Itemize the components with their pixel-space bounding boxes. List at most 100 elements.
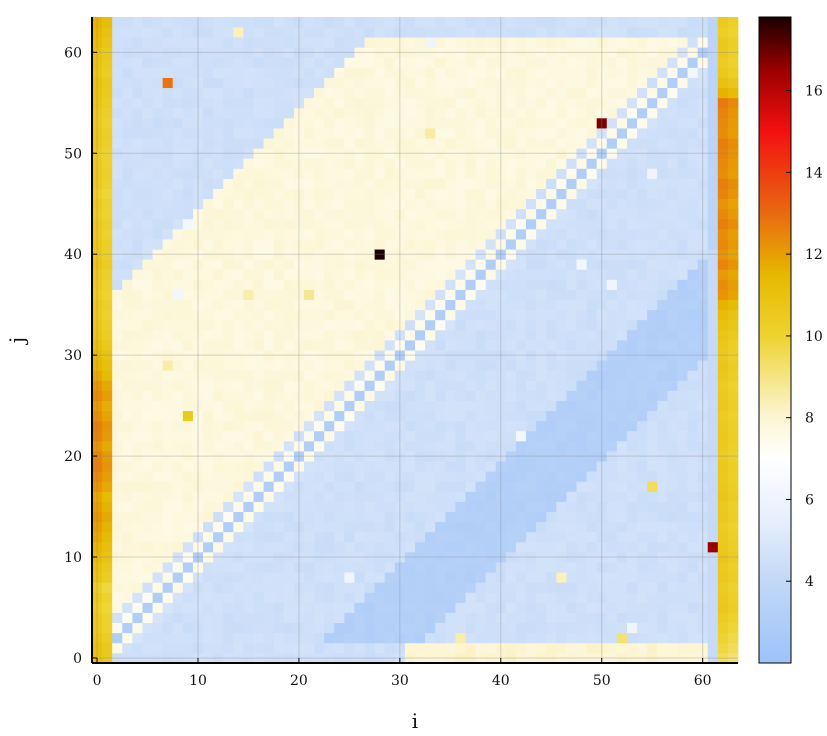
heatmap-cell [697,178,709,189]
heatmap-cell [475,380,487,391]
heatmap-cell [425,97,436,109]
heatmap-cell [253,87,264,99]
highlight-cell [425,128,435,138]
heatmap-cell [606,471,618,482]
heatmap-cell [364,521,376,533]
heatmap-cell [667,27,678,38]
heatmap-cell [223,562,234,573]
heatmap-cell [172,208,184,220]
heatmap-cell [677,97,688,109]
heatmap-cell [485,531,497,543]
heatmap-cell [445,440,456,452]
heatmap-cell [334,279,345,290]
heatmap-cell [586,67,598,78]
heatmap-cell [697,390,709,401]
heatmap-cell [354,440,365,452]
heatmap-cell [707,37,719,48]
heatmap-cell [707,400,719,412]
heatmap-cell [556,168,567,179]
heatmap-cell [536,228,547,240]
heatmap-cell [162,168,174,179]
heatmap-cell [283,97,295,109]
heatmap-cell [162,309,174,321]
heatmap-cell [475,178,487,189]
heatmap-cell [172,582,184,593]
heatmap-cell [354,239,365,250]
heatmap-cell [354,158,365,169]
heatmap-cell [192,612,204,624]
heatmap-cell [324,117,335,129]
heatmap-cell [717,17,729,28]
heatmap-cell [334,562,345,573]
heatmap-cell [626,521,638,533]
heatmap-cell [415,410,426,422]
heatmap-cell [465,632,476,644]
heatmap-cell [526,541,537,553]
heatmap-cell [596,420,608,432]
heatmap-cell [303,138,315,149]
heatmap-cell [717,228,729,240]
heatmap-cell [626,47,638,58]
heatmap-cell [727,319,739,331]
heatmap-cell [536,329,547,341]
heatmap-cell [657,128,668,139]
heatmap-cell [324,239,335,250]
heatmap-cell [92,360,103,371]
heatmap-cell [596,319,608,331]
heatmap-cell [213,440,224,452]
heatmap-cell [576,471,587,482]
heatmap-cell [647,208,658,220]
heatmap-cell [465,87,476,99]
heatmap-cell [445,37,456,48]
heatmap-cell [132,440,143,452]
heatmap-cell [455,259,466,270]
heatmap-cell [243,27,254,38]
heatmap-cell [586,37,598,48]
heatmap-cell [455,562,466,573]
heatmap-cell [303,451,315,462]
heatmap-cell [475,400,487,412]
heatmap-cell [394,128,406,139]
heatmap-cell [354,471,365,482]
heatmap-cell [455,77,466,89]
heatmap-cell [283,138,295,149]
heatmap-cell [677,168,688,179]
heatmap-cell [132,390,143,401]
heatmap-cell [273,329,285,341]
heatmap-cell [223,501,234,512]
heatmap-cell [556,461,567,472]
heatmap-cell [324,521,335,533]
heatmap-cell [626,158,638,169]
heatmap-cell [122,198,133,210]
heatmap-cell [657,481,668,492]
heatmap-cell [546,47,557,58]
heatmap-cell [707,461,719,472]
heatmap-cell [283,47,295,58]
heatmap-cell [566,329,577,341]
heatmap-cell [314,17,325,28]
heatmap-cell [566,47,577,58]
heatmap-cell [404,370,416,381]
heatmap-cell [203,440,214,452]
heatmap-cell [435,37,446,48]
heatmap-cell [404,117,416,129]
heatmap-cell [616,440,628,452]
heatmap-cell [495,158,507,169]
heatmap-cell [243,87,254,99]
heatmap-cell [566,57,577,68]
heatmap-cell [324,128,335,139]
heatmap-cell [637,562,648,573]
heatmap-cell [556,390,567,401]
heatmap-cell [142,642,153,654]
heatmap-cell [122,218,133,230]
heatmap-cell [162,299,174,311]
heatmap-cell [677,218,688,230]
heatmap-cell [132,582,143,593]
heatmap-cell [243,521,254,533]
heatmap-cell [425,612,436,624]
heatmap-cell [475,269,487,280]
heatmap-cell [122,340,133,351]
heatmap-cell [515,97,527,109]
heatmap-cell [556,188,567,200]
heatmap-cell [425,491,436,502]
